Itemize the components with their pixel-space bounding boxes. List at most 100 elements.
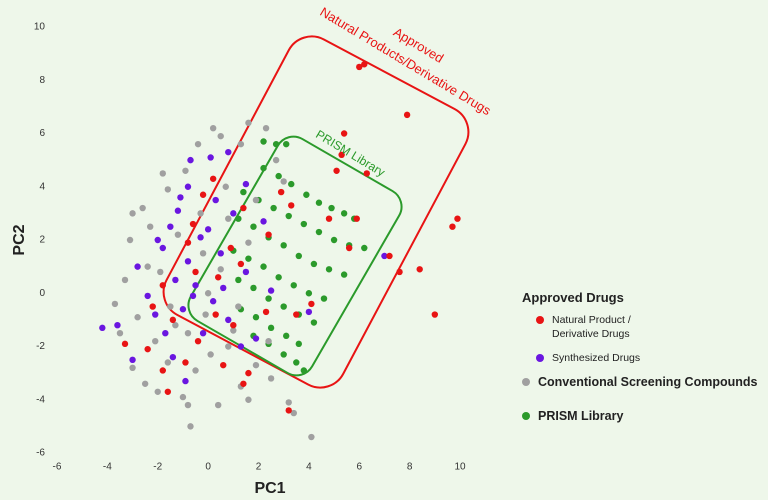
data-point	[240, 204, 247, 212]
data-point	[235, 276, 242, 284]
data-point	[308, 300, 315, 308]
data-point	[215, 274, 222, 281]
data-point	[250, 284, 257, 292]
data-point	[162, 329, 169, 337]
legend: Approved Drugs Natural Product / Derivat…	[516, 290, 766, 443]
data-point	[187, 156, 194, 164]
y-tick-label: 2	[39, 235, 45, 246]
data-point	[199, 250, 207, 257]
data-point	[315, 199, 323, 206]
data-point	[134, 263, 141, 270]
data-point	[275, 172, 282, 180]
data-point	[230, 210, 237, 217]
data-point	[217, 266, 224, 273]
data-point	[129, 364, 136, 371]
data-point	[179, 393, 187, 401]
data-point	[283, 332, 290, 340]
legend-item: PRISM Library	[522, 409, 766, 423]
data-point	[240, 380, 247, 387]
data-point	[300, 220, 308, 228]
data-point	[320, 295, 328, 302]
data-point	[167, 223, 174, 230]
legend-marker	[536, 316, 544, 324]
x-axis-label: PC1	[254, 480, 285, 497]
annotation: PRISM Library	[313, 127, 387, 179]
data-point	[182, 167, 189, 174]
data-point	[204, 226, 212, 233]
data-point	[159, 170, 166, 177]
y-tick-label: 4	[39, 181, 45, 192]
data-point	[154, 236, 161, 244]
data-point	[280, 351, 287, 358]
data-point	[285, 407, 292, 414]
data-point	[280, 178, 287, 185]
data-point	[159, 367, 166, 374]
data-point	[182, 359, 189, 366]
data-point	[184, 329, 192, 337]
data-point	[260, 138, 267, 145]
data-point	[144, 345, 151, 353]
x-tick-label: 10	[454, 462, 466, 473]
data-point	[250, 223, 257, 230]
data-point	[199, 191, 207, 198]
data-point	[179, 306, 187, 313]
data-point	[272, 156, 280, 164]
data-point	[227, 244, 234, 252]
data-point	[328, 204, 335, 212]
data-point	[207, 351, 214, 358]
data-point	[285, 399, 292, 406]
x-tick-label: -2	[153, 462, 162, 473]
data-point	[305, 290, 313, 297]
data-point	[305, 308, 313, 316]
data-point	[290, 282, 297, 289]
data-point	[280, 303, 287, 310]
legend-marker	[536, 354, 544, 362]
data-point	[172, 276, 179, 284]
x-tick-label: 2	[256, 462, 262, 473]
data-point	[310, 319, 318, 326]
data-point	[237, 343, 245, 350]
data-point	[280, 242, 287, 249]
data-point	[184, 401, 192, 409]
data-point	[184, 239, 192, 246]
data-point	[270, 204, 277, 212]
data-point	[252, 335, 260, 342]
data-point	[220, 361, 227, 369]
data-point	[215, 401, 222, 409]
data-point	[129, 356, 136, 364]
data-point	[403, 111, 411, 119]
data-point	[345, 244, 353, 252]
data-point	[149, 303, 156, 310]
data-point	[386, 252, 393, 260]
data-point	[152, 337, 159, 345]
data-point	[212, 196, 219, 204]
data-point	[235, 303, 242, 310]
data-point	[272, 140, 280, 148]
data-point	[245, 239, 252, 246]
data-point	[265, 231, 272, 238]
data-point	[199, 329, 207, 337]
data-point	[169, 316, 177, 324]
data-point	[237, 140, 245, 148]
data-point	[338, 151, 345, 158]
y-tick-label: 0	[39, 288, 45, 299]
data-point	[197, 234, 204, 241]
data-point	[242, 180, 250, 188]
data-point	[192, 268, 199, 276]
data-point	[141, 380, 149, 387]
data-point	[310, 260, 318, 268]
data-point	[192, 367, 199, 374]
data-point	[121, 276, 129, 284]
data-point	[285, 212, 292, 220]
x-tick-label: 4	[306, 462, 312, 473]
data-point	[189, 292, 197, 300]
data-point	[184, 258, 192, 265]
legend-item: Conventional Screening Compounds	[522, 375, 766, 389]
data-point	[293, 311, 300, 318]
data-point	[275, 274, 282, 281]
y-tick-label: 6	[39, 128, 45, 139]
y-tick-label: -6	[36, 448, 45, 459]
data-point	[164, 359, 172, 366]
data-point	[325, 215, 333, 222]
data-point	[267, 287, 275, 294]
